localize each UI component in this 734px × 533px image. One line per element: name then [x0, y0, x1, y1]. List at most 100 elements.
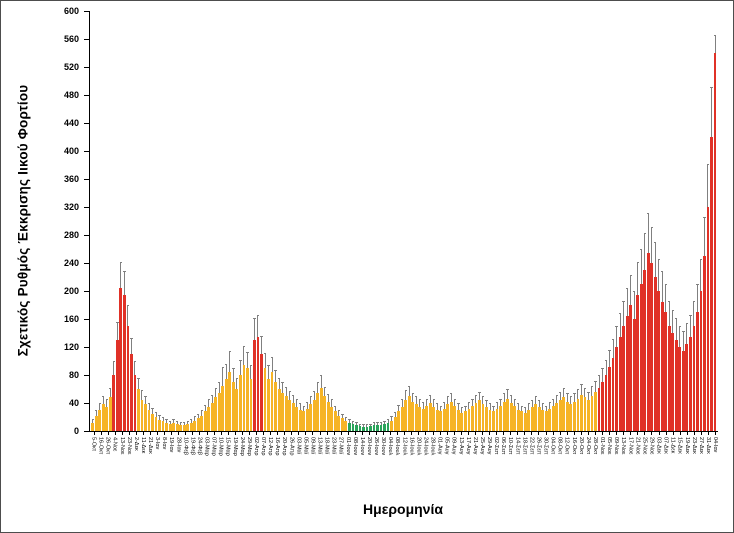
x-tick-label: 02-Απρ	[252, 431, 259, 491]
x-tick-label: 01-Ιουν	[344, 431, 351, 491]
bar	[674, 11, 679, 431]
x-tick-label: 13-Μαϊ	[316, 431, 323, 491]
x-tick-label: 20-Απρ	[281, 431, 288, 491]
bar	[133, 11, 137, 431]
x-tick-label: 25-Νοε	[641, 431, 648, 491]
bar	[548, 11, 552, 431]
bar	[502, 11, 506, 431]
x-tick-label: 5-Οκτ	[90, 431, 97, 491]
bar	[379, 11, 383, 431]
bar	[158, 11, 162, 431]
x-tick-label: 13-Νοε	[118, 431, 125, 491]
bar	[576, 11, 580, 431]
y-tick-mark	[84, 10, 89, 12]
x-tick-label: 24-Οκτ	[584, 431, 591, 491]
x-tick-label: 05-Αυγ	[443, 431, 450, 491]
bar	[337, 11, 341, 431]
bar	[460, 11, 464, 431]
x-tick-label: 19-Μαρ	[231, 431, 238, 491]
bar	[632, 11, 636, 431]
bar	[664, 11, 668, 431]
bar	[288, 11, 292, 431]
bar	[298, 11, 302, 431]
bar	[112, 11, 116, 431]
x-tick-label: 04-Ιουλ	[387, 431, 394, 491]
bar	[372, 11, 376, 431]
bar	[270, 11, 274, 431]
bar	[101, 11, 106, 431]
y-tick-mark	[84, 402, 89, 405]
bar	[414, 11, 418, 431]
x-tick-label: 22-Σεπ	[528, 431, 535, 491]
bar	[611, 11, 615, 431]
bar	[221, 11, 225, 431]
bar	[478, 11, 482, 431]
x-tick-label: 20-Ιουλ	[415, 431, 422, 491]
x-tick-label: 16-Οκτ	[97, 431, 104, 491]
x-tick-label: 30-Ιουν	[380, 431, 387, 491]
bar	[108, 11, 113, 431]
x-tick-label: 25-Αυγ	[478, 431, 485, 491]
x-tick-label: 2-Δεκ	[132, 431, 139, 491]
bar	[692, 11, 696, 431]
x-tick-label: 31-Δεκ	[704, 431, 711, 491]
bar	[453, 11, 457, 431]
x-tick-label: 26-Σεπ	[535, 431, 542, 491]
bar	[520, 11, 524, 431]
bar	[274, 11, 278, 431]
bar	[643, 11, 647, 431]
bar	[639, 11, 643, 431]
bar	[172, 11, 176, 431]
y-tick-label: 560	[63, 34, 79, 44]
bar	[471, 11, 475, 431]
bar	[456, 11, 461, 431]
x-tick-label: 09-Μαϊ	[309, 431, 316, 491]
bar	[309, 11, 313, 431]
bar	[312, 11, 316, 431]
bar	[464, 11, 468, 431]
bar	[144, 11, 148, 431]
bar	[203, 11, 208, 431]
bar	[544, 11, 549, 431]
bar	[323, 11, 327, 431]
bar	[407, 11, 411, 431]
x-tick-label: 07-Δεκ	[662, 431, 669, 491]
bar	[671, 11, 675, 431]
x-tick-label: 10-Σεπ	[507, 431, 514, 491]
x-tick-label: 29-Αυγ	[486, 431, 493, 491]
bar	[295, 11, 299, 431]
bar	[267, 11, 271, 431]
bar	[253, 11, 257, 431]
bar	[488, 11, 492, 431]
bar	[569, 11, 573, 431]
bar	[249, 11, 253, 431]
bar	[179, 11, 183, 431]
y-tick-mark	[84, 430, 89, 432]
bar	[347, 11, 352, 431]
bar	[653, 11, 658, 431]
x-tick-label: 23-Μαϊ	[330, 431, 337, 491]
x-tick-label: 29-Μαρ	[245, 431, 252, 491]
bar	[122, 11, 127, 431]
bar	[400, 11, 404, 431]
y-tick-label: 320	[63, 202, 79, 213]
bar	[154, 11, 158, 431]
bar	[231, 11, 236, 431]
bar	[217, 11, 222, 431]
bar	[667, 11, 672, 431]
x-tick-label: 19-Δεκ	[683, 431, 690, 491]
x-tick-label: 20-Οκτ	[577, 431, 584, 491]
bar	[330, 11, 334, 431]
bar	[277, 11, 281, 431]
bar	[442, 11, 447, 431]
x-tick-label: 02-Σεπ	[493, 431, 500, 491]
bar	[565, 11, 570, 431]
x-tick-label: 12-Οκτ	[563, 431, 570, 491]
bar	[175, 11, 179, 431]
y-tick-label: 440	[63, 118, 79, 128]
bar	[618, 11, 622, 431]
bar	[369, 11, 373, 431]
x-tick-label: 21-Δεκ	[147, 431, 154, 491]
bar	[214, 11, 218, 431]
